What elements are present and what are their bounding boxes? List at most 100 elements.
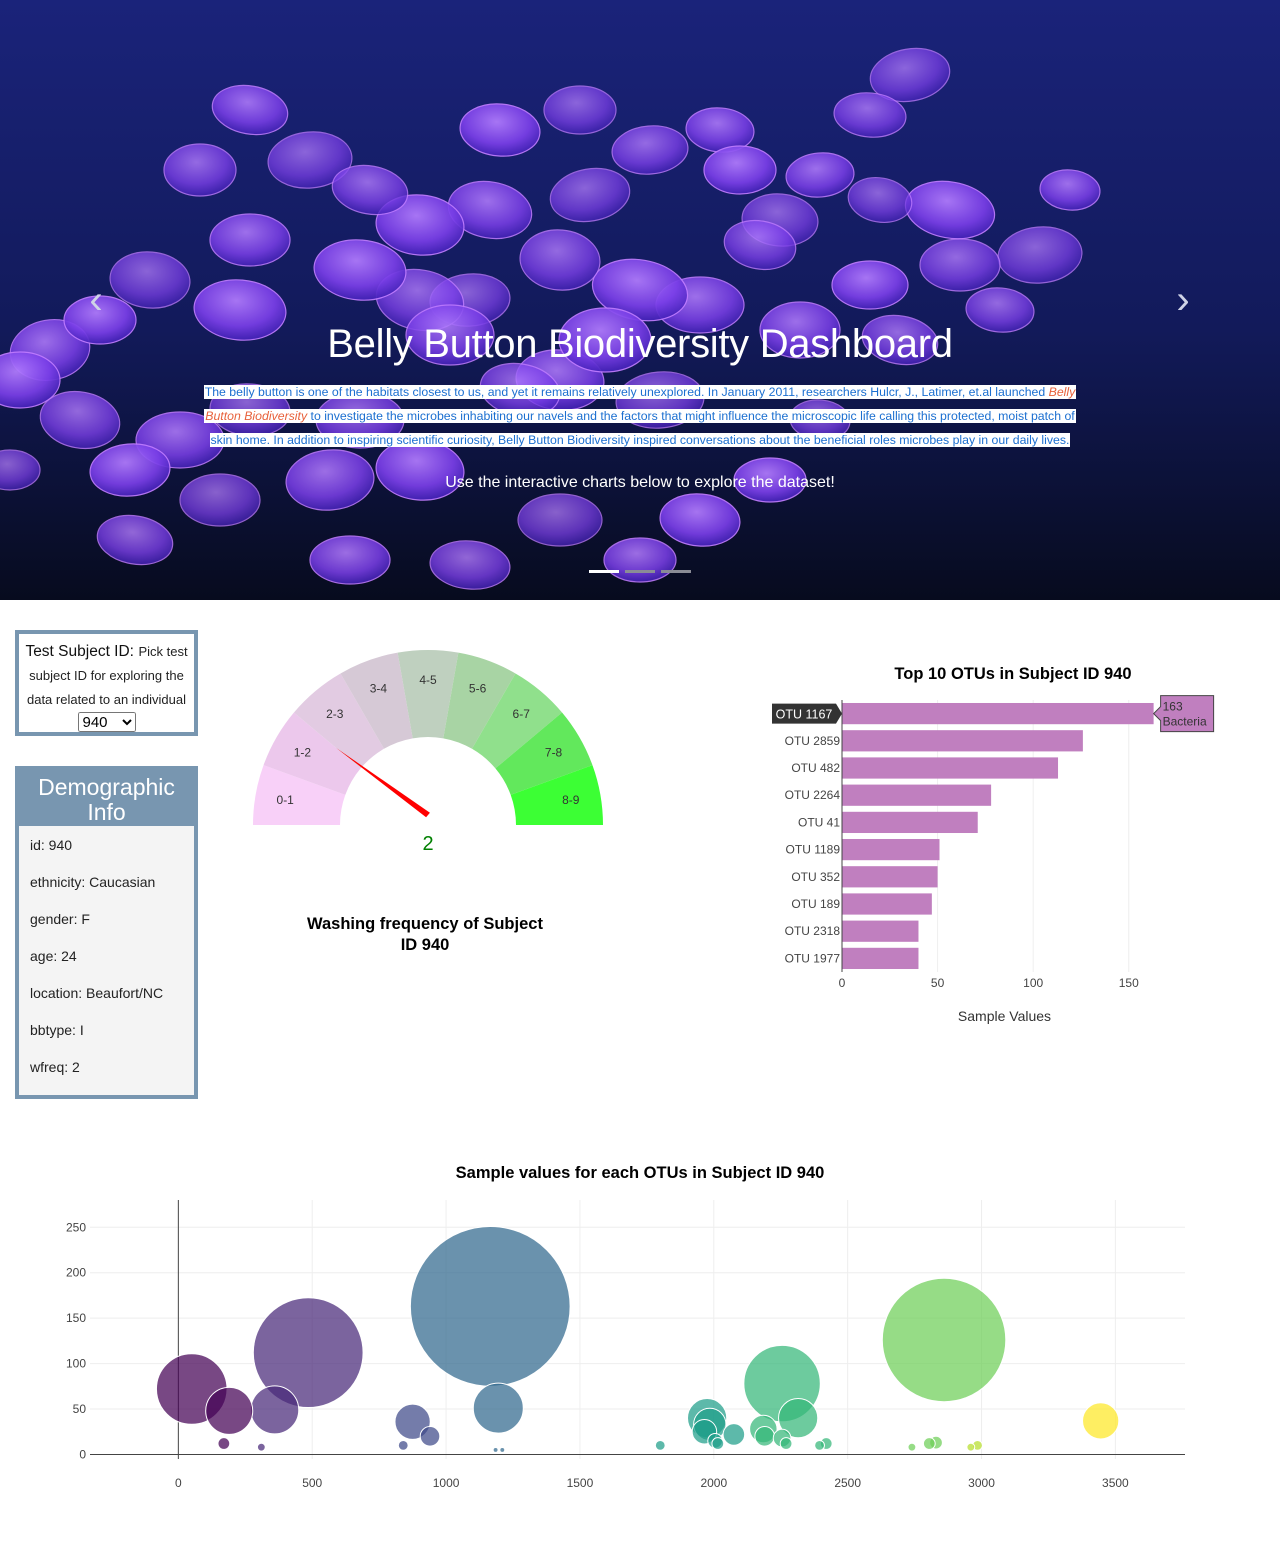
decorative-cell bbox=[209, 213, 291, 267]
decorative-cell bbox=[429, 540, 511, 590]
hero-description: The belly button is one of the habitats … bbox=[195, 380, 1085, 452]
bubble-x-tick: 3500 bbox=[1102, 1476, 1129, 1490]
bubble[interactable] bbox=[250, 1385, 300, 1435]
bar[interactable] bbox=[842, 730, 1083, 752]
bar[interactable] bbox=[842, 784, 992, 806]
bubble[interactable] bbox=[654, 1439, 666, 1451]
carousel-indicator-2[interactable] bbox=[625, 570, 655, 573]
bubble[interactable] bbox=[394, 1403, 431, 1440]
bubble[interactable] bbox=[907, 1442, 917, 1452]
bubble-y-tick: 150 bbox=[66, 1311, 86, 1325]
bubble-x-tick: 500 bbox=[302, 1476, 322, 1490]
decorative-cell bbox=[193, 279, 287, 341]
bar-y-tick: OTU 41 bbox=[798, 815, 840, 829]
bubble[interactable] bbox=[252, 1297, 364, 1409]
bubble[interactable] bbox=[419, 1425, 441, 1447]
bar[interactable] bbox=[842, 920, 919, 942]
demographic-row-location: location: Beaufort/NC bbox=[30, 985, 164, 1001]
bar[interactable] bbox=[842, 811, 978, 834]
decorative-cell bbox=[331, 164, 409, 216]
bar[interactable] bbox=[842, 947, 919, 970]
bubble-x-tick: 2000 bbox=[700, 1476, 727, 1490]
bubble[interactable] bbox=[472, 1382, 524, 1434]
bubble[interactable] bbox=[711, 1437, 725, 1450]
decorative-cell bbox=[89, 443, 171, 497]
decorative-cell bbox=[1039, 169, 1101, 211]
selector-help-text: Pick test subject ID for exploring the d… bbox=[26, 644, 188, 707]
gauge-step-label: 4-5 bbox=[419, 673, 437, 687]
decorative-cell bbox=[611, 125, 689, 175]
bubble[interactable] bbox=[966, 1442, 976, 1452]
bubble[interactable] bbox=[778, 1398, 819, 1439]
carousel-indicator-1[interactable] bbox=[589, 570, 619, 573]
bar[interactable] bbox=[842, 702, 1154, 725]
carousel-indicator-3[interactable] bbox=[661, 570, 691, 573]
tooltip-text: Bacteria bbox=[1163, 715, 1207, 729]
bubble-x-tick: 3000 bbox=[968, 1476, 995, 1490]
gauge-step-label: 1-2 bbox=[294, 746, 312, 760]
bubble-y-tick: 50 bbox=[73, 1402, 87, 1416]
chevron-right-icon: › bbox=[1176, 278, 1190, 322]
decorative-cell bbox=[869, 47, 951, 103]
bar-y-tick: OTU 1977 bbox=[785, 951, 841, 965]
demographic-row-wfreq: wfreq: 2 bbox=[30, 1059, 80, 1075]
decorative-cell bbox=[109, 251, 191, 309]
gauge-segment bbox=[472, 673, 563, 769]
carousel-next-button[interactable]: › bbox=[1163, 280, 1203, 320]
decorative-cell bbox=[459, 103, 541, 157]
demographic-row-age: age: 24 bbox=[30, 948, 77, 964]
bubble[interactable] bbox=[499, 1446, 506, 1453]
decorative-cell bbox=[519, 229, 601, 291]
chevron-left-icon: ‹ bbox=[89, 278, 103, 322]
hero-carousel: ‹ › Belly Button Biodiversity Dashboard … bbox=[0, 0, 1280, 600]
bubble[interactable] bbox=[409, 1225, 571, 1387]
bubble[interactable] bbox=[492, 1446, 499, 1453]
bubble[interactable] bbox=[217, 1437, 231, 1450]
bubble[interactable] bbox=[397, 1439, 409, 1451]
bubble[interactable] bbox=[754, 1425, 775, 1447]
decorative-cell bbox=[785, 152, 855, 198]
bar[interactable] bbox=[842, 838, 940, 861]
decorative-cell bbox=[39, 390, 121, 450]
bubble-y-tick: 200 bbox=[66, 1266, 86, 1280]
bubble[interactable] bbox=[881, 1277, 1007, 1403]
bubble[interactable] bbox=[1082, 1402, 1120, 1440]
decorative-cell bbox=[919, 238, 1001, 292]
bar-y-tick: OTU 352 bbox=[791, 870, 840, 884]
bubble[interactable] bbox=[722, 1423, 746, 1446]
bubble[interactable] bbox=[256, 1442, 266, 1452]
gauge-segment bbox=[340, 652, 413, 749]
bubble-x-tick: 0 bbox=[175, 1476, 182, 1490]
bar-x-tick: 0 bbox=[839, 976, 846, 990]
gauge-needle bbox=[336, 747, 430, 818]
bubble[interactable] bbox=[922, 1437, 936, 1450]
bar[interactable] bbox=[842, 757, 1059, 779]
decorative-cell bbox=[759, 301, 841, 359]
bubble[interactable] bbox=[814, 1439, 825, 1451]
decorative-cell bbox=[405, 304, 495, 366]
hover-label-category bbox=[772, 703, 842, 724]
subject-id-select[interactable]: 940 bbox=[77, 712, 136, 732]
decorative-cell bbox=[733, 457, 807, 503]
bubble[interactable] bbox=[779, 1437, 793, 1450]
decorative-cell bbox=[831, 260, 909, 310]
gauge-segment bbox=[495, 712, 593, 795]
gauge-step-label: 0-1 bbox=[277, 793, 295, 807]
bubble-x-tick: 1000 bbox=[433, 1476, 460, 1490]
bar[interactable] bbox=[842, 866, 938, 888]
belly-button-biodiversity-link[interactable]: Belly Button Biodiversity bbox=[205, 385, 1076, 423]
decorative-cell bbox=[313, 239, 407, 301]
bubble-x-tick: 1500 bbox=[567, 1476, 594, 1490]
subject-selector-panel: Test Subject ID: Pick test subject ID fo… bbox=[15, 630, 198, 736]
gauge-step-label: 5-6 bbox=[469, 682, 487, 696]
demographic-body: id: 940 ethnicity: Caucasian gender: F a… bbox=[19, 826, 194, 1097]
gauge-segment bbox=[263, 712, 361, 795]
carousel-prev-button[interactable]: ‹ bbox=[76, 280, 116, 320]
bar[interactable] bbox=[842, 893, 932, 915]
bubble[interactable] bbox=[205, 1386, 254, 1435]
bar-y-tick: OTU 2318 bbox=[785, 924, 841, 938]
decorative-cell bbox=[267, 131, 353, 189]
decorative-cell bbox=[211, 84, 289, 136]
demographic-row-bbtype: bbtype: I bbox=[30, 1022, 84, 1038]
gauge-segment bbox=[443, 652, 516, 749]
